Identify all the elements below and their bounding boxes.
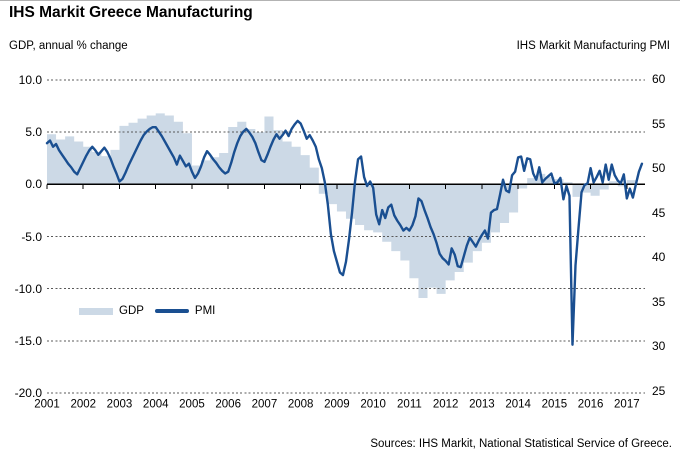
x-axis-year-label: 2001 [34, 398, 60, 411]
right-axis-tick-label: 35 [652, 294, 666, 309]
gdp-legend-label: GDP [119, 305, 144, 317]
x-axis-year-label: 2014 [505, 398, 531, 411]
x-axis-year-label: 2013 [469, 398, 495, 411]
chart-title: IHS Markit Greece Manufacturing [9, 4, 253, 21]
right-axis-tick-label: 40 [652, 250, 666, 265]
x-axis-year-label: 2015 [541, 398, 568, 411]
left-axis-tick-label: 0.0 [25, 177, 42, 192]
right-axis-tick-label: 45 [652, 205, 666, 220]
x-axis-year-label: 2017 [614, 398, 640, 411]
left-axis-tick-label: -5.0 [21, 229, 42, 244]
right-axis-tick-label: 60 [652, 72, 666, 86]
x-axis-year-label: 2009 [324, 398, 350, 411]
x-axis-year-label: 2012 [432, 398, 459, 411]
right-axis-title: IHS Markit Manufacturing PMI [516, 40, 670, 52]
left-axis-tick-label: -15.0 [14, 333, 42, 348]
x-axis-year-label: 2016 [577, 398, 604, 411]
pmi-legend-swatch [154, 309, 189, 313]
source-note: Sources: IHS Markit, National Statistica… [370, 438, 672, 450]
pmi-legend-label: PMI [194, 305, 216, 317]
legend: GDP PMI [79, 305, 215, 317]
x-axis-year-label: 2010 [360, 398, 386, 411]
x-axis-year-label: 2003 [106, 398, 133, 411]
x-axis-year-label: 2006 [215, 398, 241, 411]
right-axis-tick-label: 55 [652, 116, 666, 131]
left-axis-tick-label: 10.0 [18, 73, 42, 87]
gdp-legend-swatch [79, 307, 113, 315]
left-axis-tick-label: 5.0 [25, 125, 42, 140]
x-axis-year-label: 2011 [397, 398, 422, 411]
x-axis-year-label: 2008 [287, 398, 314, 411]
top-border-line [0, 0, 680, 1]
pmi-line-series [45, 119, 644, 346]
left-axis-title: GDP, annual % change [9, 40, 128, 52]
right-axis-tick-label: 50 [652, 161, 666, 176]
right-axis-tick-label: 30 [652, 339, 666, 354]
right-axis-tick-label: 25 [652, 384, 666, 398]
x-axis-year-label: 2007 [251, 398, 278, 411]
x-axis-year-label: 2002 [70, 398, 97, 411]
left-axis-tick-label: -20.0 [14, 386, 42, 400]
x-axis-year-label: 2005 [179, 398, 205, 411]
gdp-area-series [47, 113, 636, 299]
left-axis-tick-label: -10.0 [14, 281, 42, 296]
x-axis-year-label: 2004 [142, 398, 169, 411]
